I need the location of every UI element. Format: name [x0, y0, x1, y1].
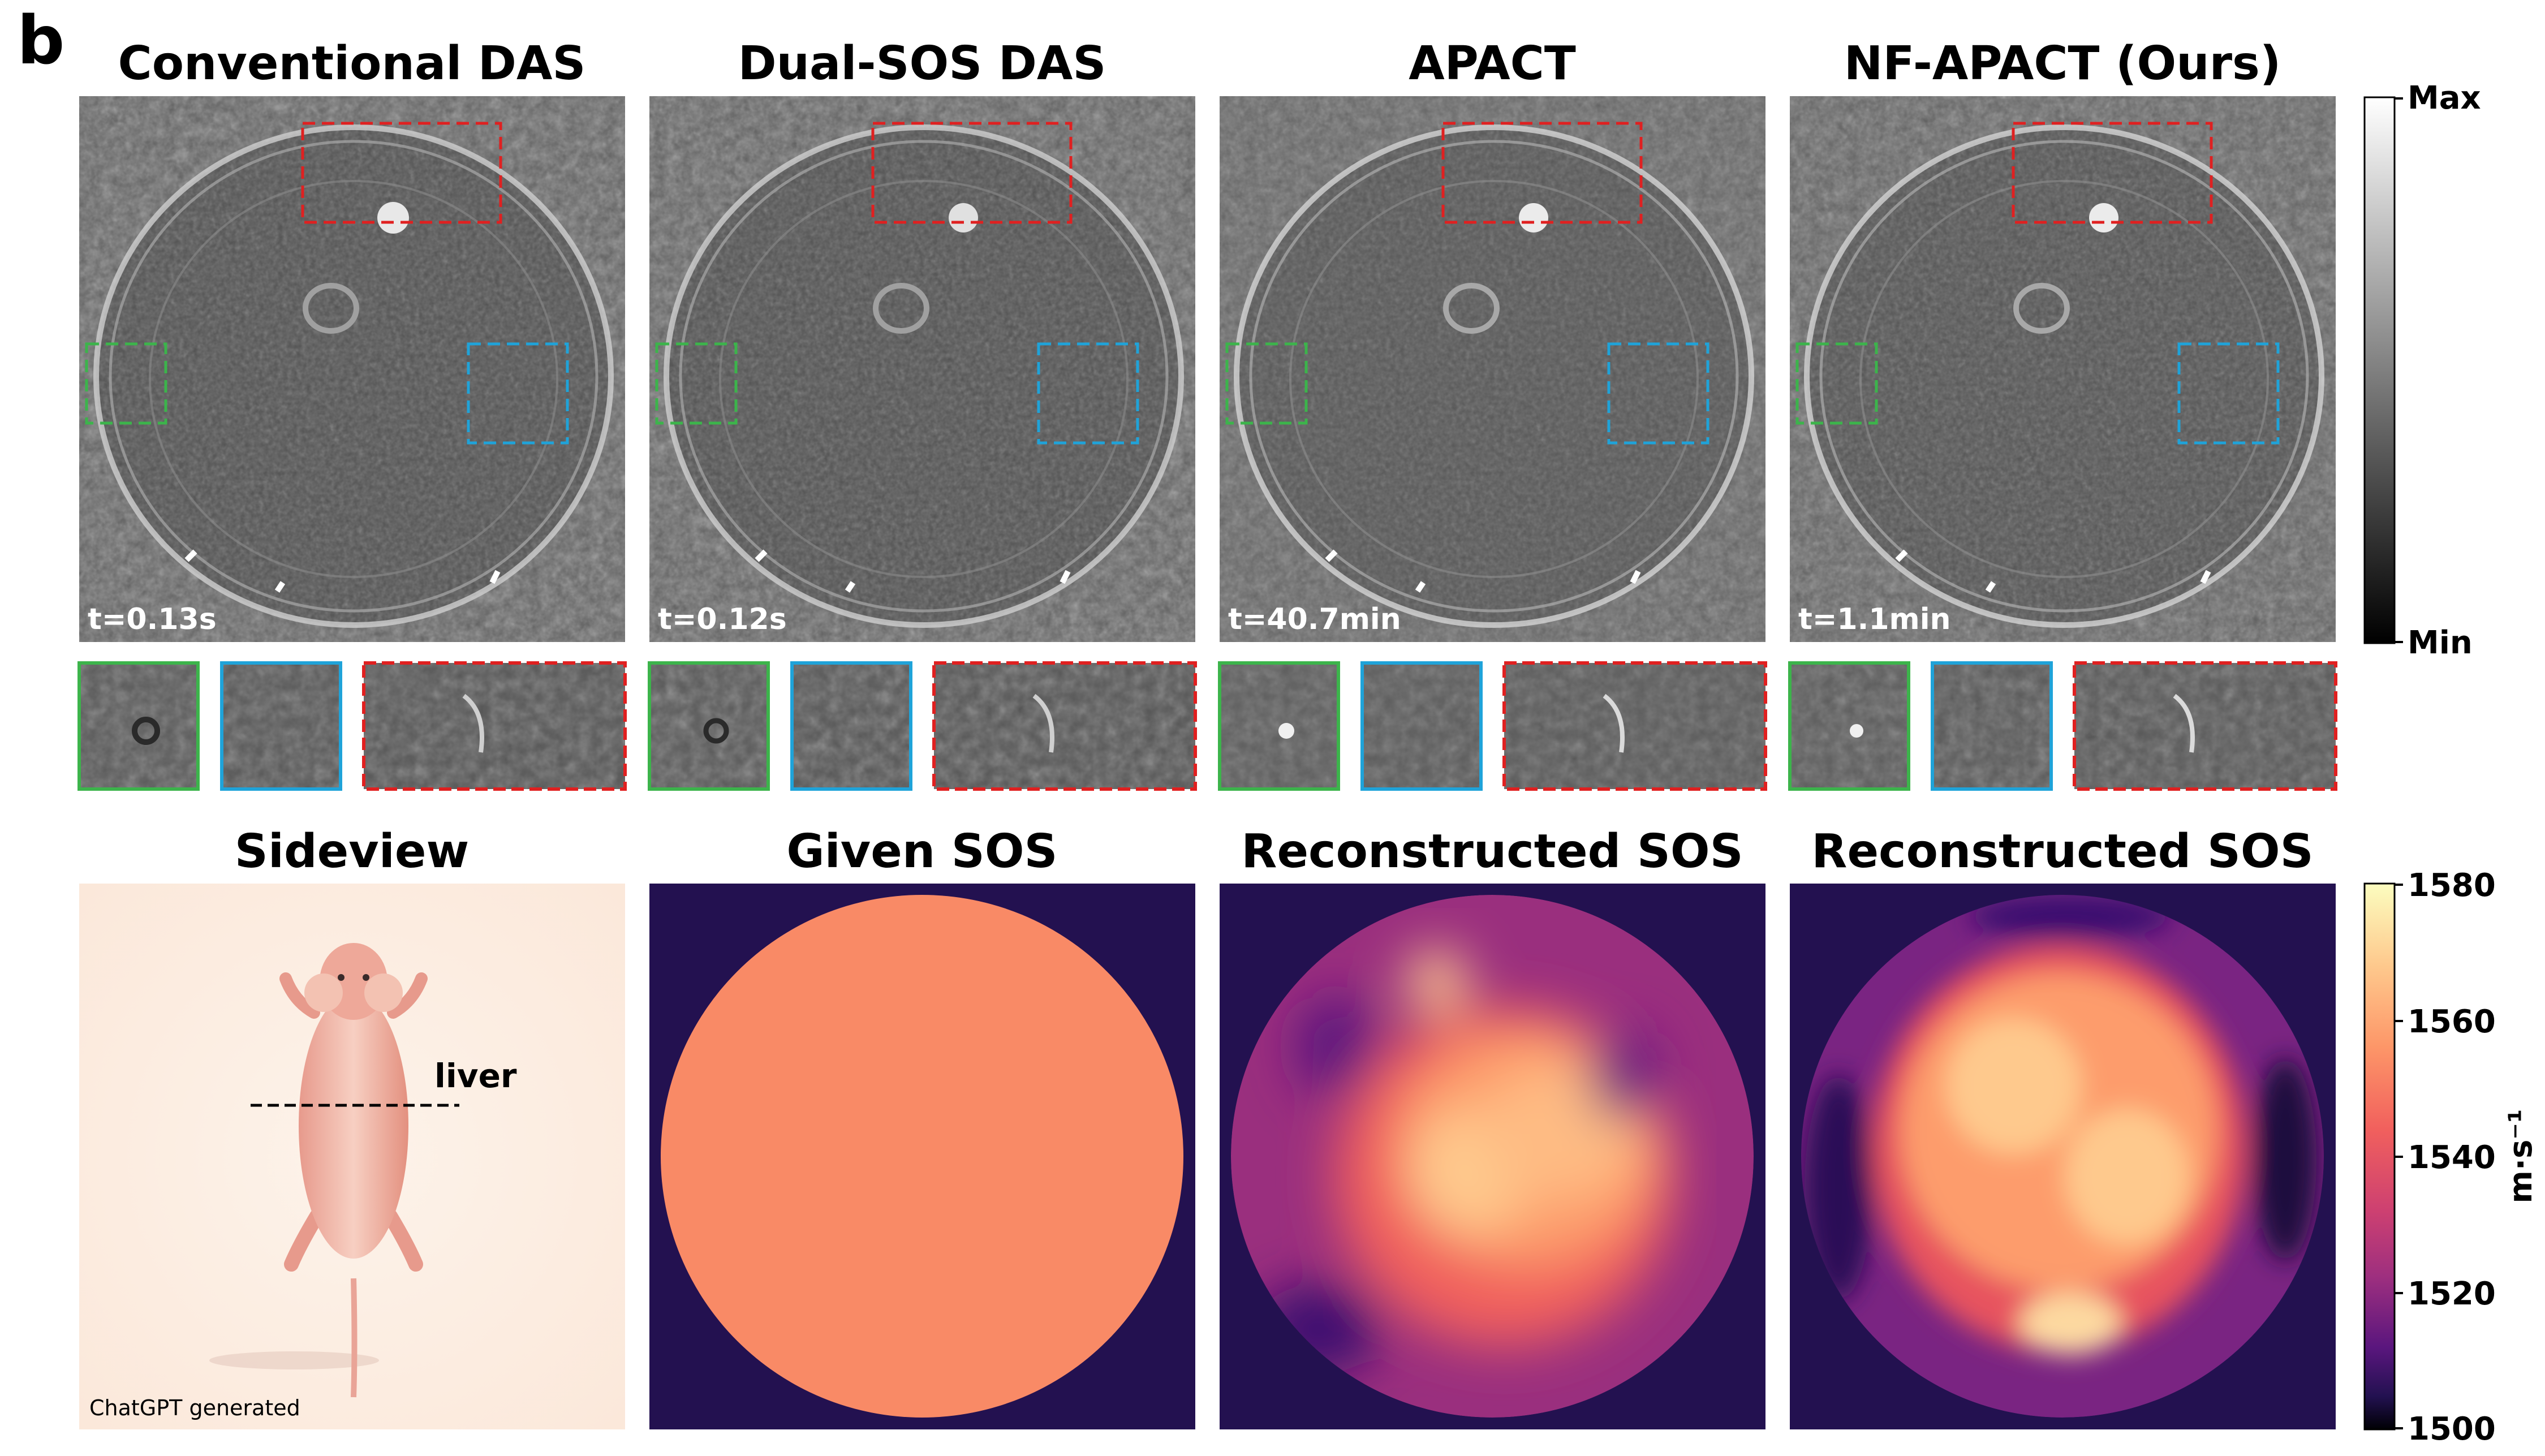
sos-tick-1560: 1560 [2408, 1003, 2496, 1040]
pa-image-dual-sos-das [649, 96, 1195, 642]
colorbar-min-label: Min [2408, 624, 2473, 661]
given-sos-map [649, 884, 1195, 1429]
liver-label: liver [434, 1057, 517, 1095]
top-title-2: Dual-SOS DAS [738, 37, 1106, 91]
roi-green-4 [1795, 342, 1878, 425]
time-label-4: t=1.1min [1798, 602, 1951, 636]
panel-label: b [17, 1, 64, 79]
roi-red-4 [2012, 122, 2213, 224]
roi-blue-1 [467, 342, 569, 445]
reconstructed-sos-nf-apact [1790, 884, 2336, 1429]
bottom-title-4: Reconstructed SOS [1811, 825, 2313, 878]
reconstructed-sos-apact [1220, 884, 1765, 1429]
sos-tick-1540: 1540 [2408, 1139, 2496, 1176]
sos-tick-1580: 1580 [2408, 867, 2496, 904]
bottom-title-1: Sideview [235, 825, 469, 878]
roi-boxes [85, 122, 2280, 445]
roi-green-1 [85, 342, 167, 425]
time-label-1: t=0.13s [88, 602, 217, 636]
intensity-colorbar: Max Min [2363, 80, 2481, 661]
mouse-body [299, 993, 408, 1259]
roi-green-3 [1225, 342, 1308, 425]
sideview-illustration [79, 884, 625, 1429]
bottom-title-3: Reconstructed SOS [1241, 825, 1743, 878]
roi-blue-4 [2177, 342, 2280, 445]
colorbar-max-label: Max [2408, 80, 2481, 117]
sos-tick-1520: 1520 [2408, 1276, 2496, 1312]
sos-unit-label: m·s⁻¹ [2503, 1109, 2539, 1203]
roi-red-2 [871, 122, 1073, 224]
time-label-2: t=0.12s [658, 602, 787, 636]
roi-red-3 [1441, 122, 1643, 224]
sideview-credit: ChatGPT generated [89, 1395, 300, 1420]
zoom-insets [77, 661, 2337, 791]
roi-red-1 [301, 122, 502, 224]
top-title-4: NF-APACT (Ours) [1844, 37, 2281, 91]
pa-image-conventional-das [79, 96, 625, 642]
sos-tick-1500: 1500 [2408, 1411, 2496, 1448]
roi-blue-2 [1037, 342, 1139, 445]
pa-image-apact [1220, 96, 1765, 642]
top-title-3: APACT [1409, 37, 1576, 91]
sos-colorbar: 1580 1560 1540 1520 1500 m·s⁻¹ [2363, 867, 2539, 1448]
bottom-title-2: Given SOS [786, 825, 1057, 878]
top-title-1: Conventional DAS [118, 37, 586, 91]
time-label-3: t=40.7min [1228, 602, 1401, 636]
roi-green-2 [655, 342, 738, 425]
roi-blue-3 [1607, 342, 1709, 445]
pa-image-nf-apact [1790, 96, 2336, 642]
